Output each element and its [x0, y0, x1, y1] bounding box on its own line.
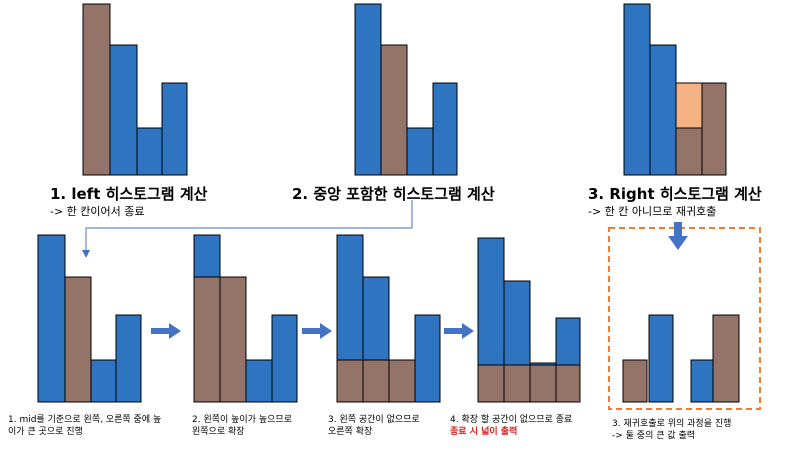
caption-2-line2: 왼쪽으로 확장: [192, 427, 245, 437]
histogram-bar: [414, 314, 441, 403]
step3-subtitle: -> 한 칸 아니므로 재귀호출: [588, 205, 717, 218]
histogram-bar: [109, 44, 138, 176]
step3-title: 3. Right 히스토그램 계산: [588, 185, 762, 203]
highlight-segment: [477, 364, 505, 403]
down-arrow-icon: [668, 222, 688, 250]
caption-2: 2. 왼쪽이 높이가 높으므로 왼쪽으로 확장: [192, 414, 292, 438]
histogram-bar: [432, 82, 458, 176]
caption-5-line2: -> 둘 중의 큰 값 출력: [612, 431, 696, 441]
caption-4: 4. 확장 할 공간이 없으므로 종료 종료 시 넓이 출력: [450, 414, 572, 438]
histogram-bar: [82, 3, 111, 176]
caption-1: 1. mid를 기준으로 왼쪽, 오른쪽 중에 높 이가 큰 곳으로 진행: [8, 414, 161, 438]
right-arrow-icon: [444, 323, 474, 339]
caption-3: 3. 왼쪽 공간이 없으므로 오른쪽 확장: [328, 414, 420, 438]
arrows: [82, 200, 688, 339]
panel-step3: [336, 234, 441, 403]
highlight-segment: [503, 364, 531, 403]
histogram-bar: [161, 82, 188, 176]
panel-right: [623, 3, 727, 176]
histogram-bar: [690, 359, 714, 403]
step1-title: 1. left 히스토그램 계산: [50, 185, 208, 203]
histogram-bar: [37, 234, 66, 403]
highlight-segment: [529, 364, 557, 403]
histogram-bar: [271, 314, 298, 403]
histogram-bar: [648, 314, 674, 403]
caption-4-line2: 종료 시 넓이 출력: [450, 427, 518, 437]
caption-3-line2: 오른쪽 확장: [328, 427, 373, 437]
histogram-bar: [406, 127, 434, 176]
panel-center: [354, 3, 458, 176]
highlight-segment: [555, 364, 581, 403]
right-arrow-icon: [302, 323, 332, 339]
connector-line: [85, 200, 413, 250]
caption-2-line1: 2. 왼쪽이 높이가 높으므로: [192, 415, 292, 425]
histogram-bar: [219, 276, 247, 403]
highlight-segment: [388, 359, 416, 403]
highlight-segment: [362, 359, 390, 403]
histogram-bar: [64, 276, 92, 403]
panel-step4: [477, 237, 581, 403]
histogram-bar: [701, 82, 727, 176]
histogram-bar: [380, 44, 408, 176]
histogram-bar: [623, 3, 651, 176]
histogram-panels: [37, 3, 761, 410]
highlight-segment: [675, 127, 703, 176]
panel-left: [82, 3, 188, 176]
histogram-bar: [115, 314, 142, 403]
recursion-frame: [608, 227, 761, 410]
caption-1-line2: 이가 큰 곳으로 진행: [8, 427, 83, 437]
panel-step1: [37, 234, 142, 403]
caption-1-line1: 1. mid를 기준으로 왼쪽, 오른쪽 중에 높: [8, 415, 162, 425]
panel-recursion: [622, 314, 740, 403]
highlight-segment: [193, 276, 221, 403]
histogram-bar: [649, 44, 677, 176]
panel-step2: [193, 234, 298, 403]
right-arrow-icon: [151, 323, 181, 339]
caption-5: 3. 재귀호출로 위의 과정을 진행 -> 둘 중의 큰 값 출력: [612, 418, 731, 442]
histogram-bar: [622, 359, 648, 403]
histogram-bar: [712, 314, 740, 403]
histogram-bar: [136, 127, 163, 176]
histogram-bar: [90, 359, 117, 403]
caption-5-line1: 3. 재귀호출로 위의 과정을 진행: [612, 419, 732, 429]
step1-subtitle: -> 한 칸이어서 종료: [50, 205, 145, 218]
connector-arrowhead: [82, 250, 90, 258]
caption-3-line1: 3. 왼쪽 공간이 없으므로: [328, 415, 420, 425]
histogram-bar: [354, 3, 382, 176]
histogram-bar: [245, 359, 273, 403]
highlight-segment: [336, 359, 364, 403]
caption-4-line1: 4. 확장 할 공간이 없으므로 종료: [450, 415, 573, 425]
step2-title: 2. 중앙 포함한 히스토그램 계산: [292, 185, 495, 203]
